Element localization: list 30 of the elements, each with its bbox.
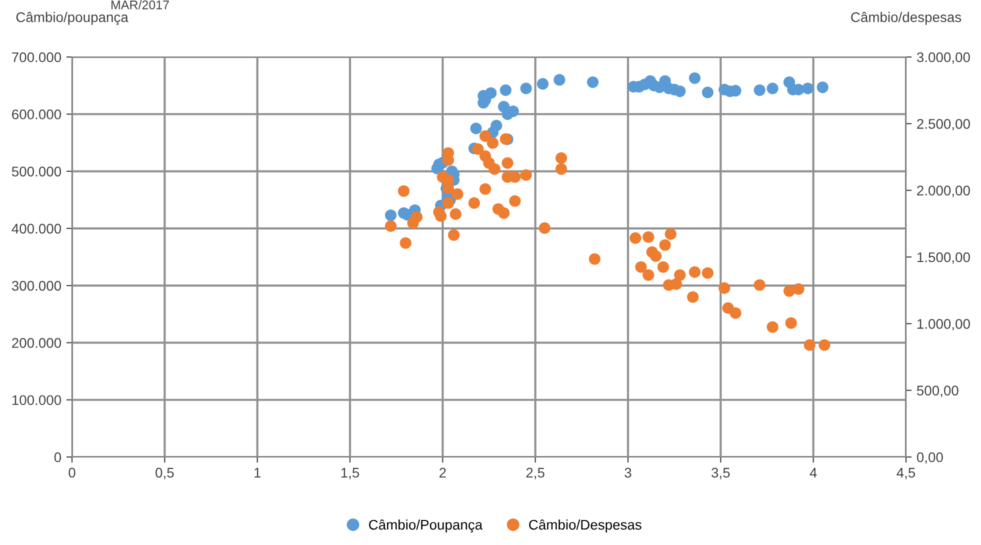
y-tick-label: 700.000: [12, 52, 62, 62]
y2-tick-label: 500,00: [916, 386, 958, 398]
y2-axis-title: Câmbio/despesas: [851, 12, 962, 25]
x-tick-label: 3: [624, 468, 632, 478]
legend-label: Câmbio/Poupança: [369, 519, 483, 532]
y-tick-label: 200.000: [12, 338, 62, 348]
y2-tick-label: 1.000,00: [917, 319, 970, 330]
x-tick-label: 1,5: [341, 468, 360, 480]
y-tick-label: 100.000: [12, 395, 62, 406]
x-tick-label: 0,5: [156, 468, 174, 480]
y2-tick-label: 2.000,00: [917, 186, 970, 198]
y2-tick-label: 3.000,00: [916, 52, 970, 64]
y-tick-label: 500.000: [12, 166, 62, 176]
y-tick-label: 300.000: [12, 280, 62, 291]
y-tick-label: 0: [54, 452, 62, 462]
y-axis-title: Câmbio/poupança: [16, 12, 128, 25]
legend-label: Câmbio/Despesas: [529, 519, 642, 532]
x-tick-label: 0: [68, 468, 76, 478]
x-tick-label: 1: [254, 468, 261, 478]
y2-tick-label: 1.500,00: [917, 252, 970, 264]
x-tick-label: 3,5: [712, 468, 730, 480]
x-tick-label: 2,5: [526, 468, 544, 480]
x-tick-label: 4,5: [896, 468, 916, 480]
y2-tick-label: 0,00: [916, 452, 943, 464]
text: MAR/2017: [112, 0, 169, 10]
y-tick-label: 400.000: [12, 224, 62, 234]
x-tick-label: 2: [440, 468, 446, 478]
x-tick-label: 4: [810, 468, 817, 478]
y-tick-label: 600.000: [12, 109, 62, 120]
y2-tick-label: 2.500,00: [917, 119, 970, 130]
